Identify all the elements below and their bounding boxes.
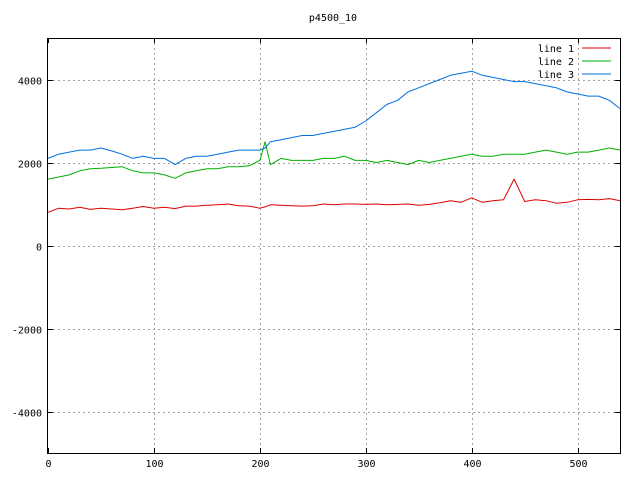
series-line-line-2 — [47, 141, 621, 180]
plot-frame — [47, 38, 621, 454]
x-tick-label: 0 — [45, 459, 51, 470]
y-tick-label: 0 — [36, 243, 42, 254]
x-tick-label: 400 — [463, 459, 481, 470]
series-lines — [47, 70, 621, 213]
x-tick-label: 100 — [145, 459, 163, 470]
legend-label: line 2 — [538, 57, 574, 68]
legend: line 1 line 2 line 3 — [538, 44, 611, 81]
axes: 0 100 200 300 400 500 -4000 -2000 0 2000 4000 — [12, 38, 620, 470]
grid — [48, 38, 620, 453]
x-tick-label: 300 — [357, 459, 375, 470]
y-tick-label: 2000 — [18, 160, 42, 171]
series-line-line-3 — [47, 70, 621, 166]
series-line-line-1 — [47, 178, 621, 213]
y-tick-label: 4000 — [18, 77, 42, 88]
y-tick-label: -4000 — [12, 409, 42, 420]
y-tick-label: -2000 — [12, 326, 42, 337]
chart-title: p4500_10 — [309, 13, 357, 24]
x-tick-label: 200 — [251, 459, 269, 470]
x-tick-label: 500 — [569, 459, 587, 470]
legend-label: line 1 — [538, 44, 574, 55]
legend-label: line 3 — [538, 70, 574, 81]
